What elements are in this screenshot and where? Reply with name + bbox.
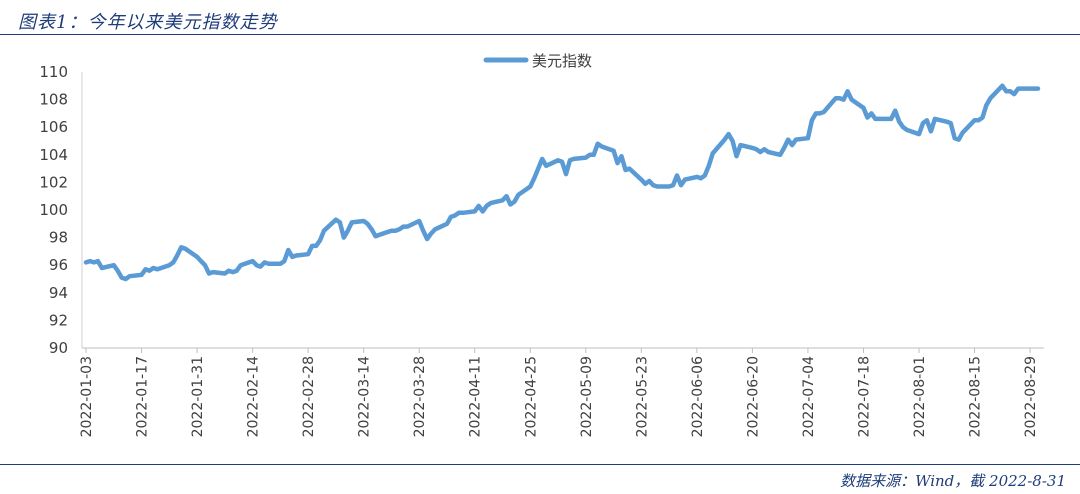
x-tick-label: 2022-08-29: [1023, 356, 1039, 437]
y-tick-label: 106: [39, 118, 68, 136]
bottom-rule: [0, 464, 1080, 465]
legend-label: 美元指数: [532, 52, 592, 70]
x-tick-label: 2022-01-17: [135, 356, 151, 437]
x-tick-label: 2022-04-25: [523, 356, 539, 437]
x-tick-label: 2022-01-31: [190, 356, 206, 437]
series-layer: [83, 83, 1041, 282]
y-tick-label: 98: [49, 229, 68, 247]
x-tick-label: 2022-02-28: [301, 356, 317, 437]
y-tick-label: 92: [49, 311, 68, 329]
x-tick-label: 2022-06-20: [745, 356, 761, 437]
x-tick-label: 2022-04-11: [468, 356, 484, 437]
y-tick-label: 110: [39, 63, 68, 81]
x-tick-label: 2022-03-14: [357, 356, 373, 437]
legend: 美元指数: [483, 52, 592, 70]
source-note: 数据来源：Wind，截 2022-8-31: [840, 472, 1066, 490]
y-tick-label: 90: [49, 339, 68, 357]
figure-title: 图表1：今年以来美元指数走势: [18, 12, 278, 33]
x-tick-label: 2022-01-03: [79, 356, 95, 437]
y-tick-label: 108: [39, 91, 68, 109]
y-tick-label: 102: [39, 173, 68, 191]
top-rule: [0, 34, 1080, 35]
x-tick-labels: 2022-01-03 2022-01-17 2022-01-31 2022-02-14…: [79, 348, 1039, 437]
y-tick-label: 100: [39, 201, 68, 219]
x-tick-label: 2022-07-18: [856, 356, 872, 437]
y-tick-label: 104: [39, 146, 68, 164]
x-tick-label: 2022-05-09: [579, 356, 595, 437]
x-tick-label: 2022-06-06: [690, 356, 706, 437]
y-tick-label: 94: [49, 284, 68, 302]
x-tick-label: 2022-02-14: [246, 356, 262, 437]
y-tick-label: 96: [49, 256, 68, 274]
x-tick-label: 2022-08-01: [912, 356, 928, 437]
series-line-usd-index: [83, 83, 1041, 282]
x-tick-label: 2022-07-04: [801, 356, 817, 437]
x-tick-label: 2022-03-28: [412, 356, 428, 437]
x-tick-label: 2022-08-15: [968, 356, 984, 437]
x-tick-label: 2022-05-23: [634, 356, 650, 437]
y-tick-labels: 90 92 94 96 98 100 102 104 106 108 110: [39, 63, 68, 357]
